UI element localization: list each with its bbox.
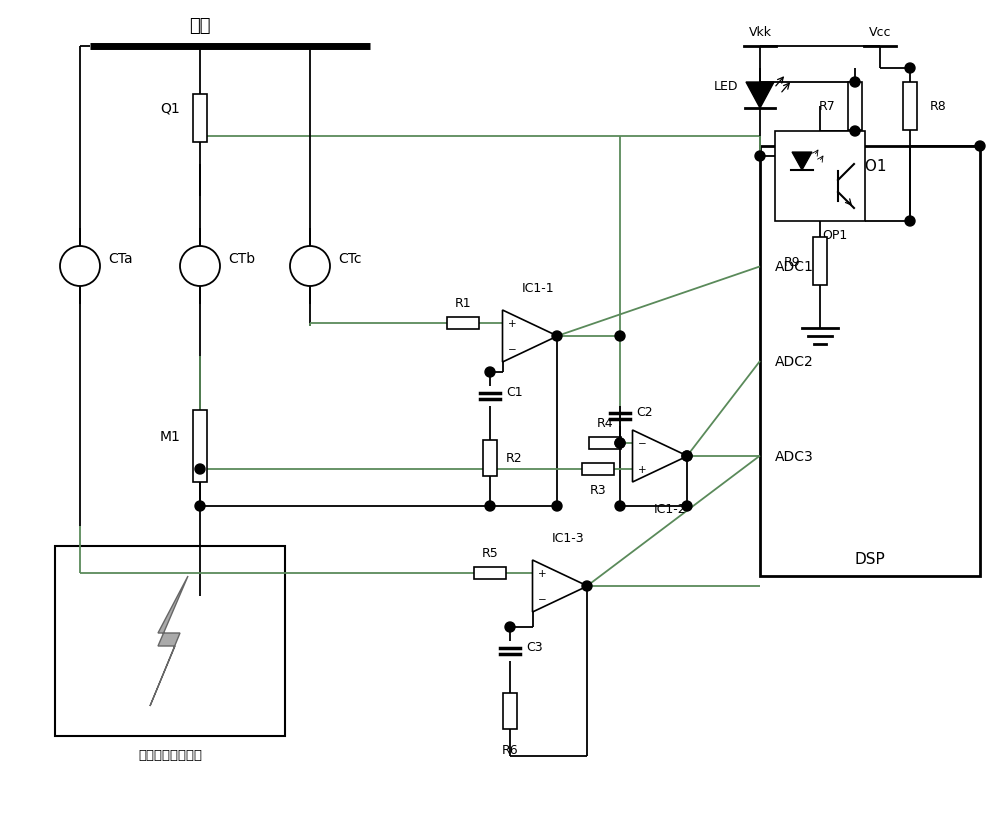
Bar xyxy=(503,693,517,729)
Text: R9: R9 xyxy=(783,255,800,268)
Circle shape xyxy=(615,438,625,448)
Circle shape xyxy=(552,332,562,342)
Bar xyxy=(483,441,497,477)
Bar xyxy=(193,410,207,482)
Bar xyxy=(474,568,506,579)
Text: ADC1: ADC1 xyxy=(775,260,814,274)
Circle shape xyxy=(485,502,495,512)
Text: CTc: CTc xyxy=(338,252,362,266)
Text: −: − xyxy=(638,438,647,448)
Text: ADC2: ADC2 xyxy=(775,354,814,369)
Text: Vkk: Vkk xyxy=(748,26,772,39)
Bar xyxy=(55,547,285,737)
Bar xyxy=(903,83,917,131)
Circle shape xyxy=(180,247,220,287)
Circle shape xyxy=(850,127,860,137)
Text: CTa: CTa xyxy=(108,252,133,266)
Text: R8: R8 xyxy=(930,100,947,114)
Bar xyxy=(193,95,207,143)
Polygon shape xyxy=(503,311,558,363)
Circle shape xyxy=(905,217,915,227)
Text: LED: LED xyxy=(714,80,738,94)
Circle shape xyxy=(485,368,495,378)
Circle shape xyxy=(682,451,692,461)
Circle shape xyxy=(505,622,515,632)
Circle shape xyxy=(552,502,562,512)
Bar xyxy=(582,463,614,476)
Text: C1: C1 xyxy=(506,386,523,399)
Text: +: + xyxy=(508,319,517,329)
Text: R4: R4 xyxy=(597,416,613,430)
Text: +: + xyxy=(538,568,547,579)
Text: 单相接地故障模型: 单相接地故障模型 xyxy=(138,748,202,761)
Polygon shape xyxy=(792,153,812,171)
Circle shape xyxy=(60,247,100,287)
Text: IC1-3: IC1-3 xyxy=(552,532,584,544)
Polygon shape xyxy=(633,431,688,482)
Text: R5: R5 xyxy=(482,547,498,559)
Text: R7: R7 xyxy=(818,100,835,114)
Text: Vcc: Vcc xyxy=(869,26,891,39)
Text: CTb: CTb xyxy=(228,252,255,266)
Circle shape xyxy=(615,502,625,512)
Polygon shape xyxy=(150,576,188,706)
Bar xyxy=(775,132,865,222)
Circle shape xyxy=(290,247,330,287)
Circle shape xyxy=(850,78,860,88)
Text: OP1: OP1 xyxy=(822,229,848,242)
Circle shape xyxy=(615,332,625,342)
Bar xyxy=(447,318,479,329)
Text: R1: R1 xyxy=(455,297,471,309)
Circle shape xyxy=(195,465,205,475)
Text: IC1-2: IC1-2 xyxy=(654,502,686,515)
Circle shape xyxy=(975,142,985,152)
Bar xyxy=(760,147,980,576)
Text: R3: R3 xyxy=(590,483,606,497)
Text: −: − xyxy=(538,594,547,604)
Text: ADC3: ADC3 xyxy=(775,449,814,463)
Bar xyxy=(848,83,862,131)
Circle shape xyxy=(682,451,692,461)
Polygon shape xyxy=(746,83,774,109)
Bar xyxy=(589,437,621,450)
Polygon shape xyxy=(532,560,588,612)
Text: +: + xyxy=(638,465,647,475)
Circle shape xyxy=(682,502,692,512)
Text: IC1-1: IC1-1 xyxy=(522,282,554,294)
Text: M1: M1 xyxy=(159,430,180,443)
Text: Q1: Q1 xyxy=(160,102,180,116)
Text: DSP: DSP xyxy=(855,551,885,566)
Bar xyxy=(813,237,827,286)
Circle shape xyxy=(615,438,625,448)
Circle shape xyxy=(195,502,205,512)
Circle shape xyxy=(582,581,592,591)
Text: R2: R2 xyxy=(506,452,523,465)
Circle shape xyxy=(755,152,765,162)
Text: C3: C3 xyxy=(526,640,543,654)
Text: GO1: GO1 xyxy=(853,159,887,174)
Text: −: − xyxy=(508,344,517,354)
Text: R6: R6 xyxy=(502,743,518,756)
Circle shape xyxy=(905,64,915,74)
Text: C2: C2 xyxy=(636,406,653,419)
Text: 母线: 母线 xyxy=(189,17,211,35)
